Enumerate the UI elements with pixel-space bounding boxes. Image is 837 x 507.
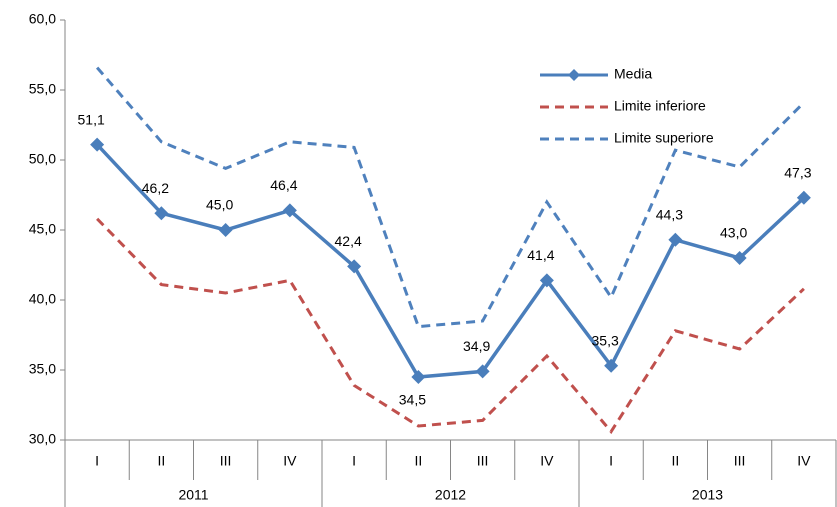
data-label: 42,4: [335, 233, 362, 249]
data-label: 45,0: [206, 197, 233, 213]
marker: [282, 203, 297, 218]
marker: [218, 223, 233, 237]
x-tick-label: I: [95, 453, 99, 469]
marker: [539, 273, 554, 288]
x-group-label: 2013: [692, 487, 723, 503]
x-tick-label: II: [671, 453, 679, 469]
data-label: 46,4: [270, 177, 297, 193]
x-tick-label: IV: [283, 453, 297, 469]
x-group-label: 2012: [435, 487, 466, 503]
marker: [90, 137, 105, 152]
marker: [732, 251, 747, 265]
marker: [475, 364, 490, 379]
x-tick-label: III: [734, 453, 746, 469]
data-label: 34,5: [399, 392, 426, 408]
x-tick-label: III: [220, 453, 232, 469]
y-tick-label: 30,0: [29, 431, 56, 447]
data-label: 41,4: [527, 247, 554, 263]
y-tick-label: 50,0: [29, 151, 56, 167]
marker: [411, 370, 426, 384]
series-line: [96, 217, 805, 435]
x-tick-label: II: [414, 453, 422, 469]
marker: [154, 206, 169, 221]
data-label: 51,1: [78, 111, 105, 127]
x-tick-label: IV: [540, 453, 554, 469]
data-label: 47,3: [784, 165, 811, 181]
x-tick-label: I: [609, 453, 613, 469]
x-tick-label: II: [157, 453, 165, 469]
y-tick-label: 40,0: [29, 291, 56, 307]
data-label: 35,3: [592, 333, 619, 349]
legend-label: Limite inferiore: [614, 98, 706, 114]
marker: [604, 358, 619, 373]
y-tick-label: 55,0: [29, 81, 56, 97]
marker: [347, 259, 362, 274]
series-line: [95, 143, 806, 379]
y-tick-label: 45,0: [29, 221, 56, 237]
y-tick-label: 35,0: [29, 361, 56, 377]
data-label: 44,3: [656, 207, 683, 223]
series-line: [95, 66, 805, 329]
y-tick-label: 60,0: [29, 11, 56, 27]
data-label: 43,0: [720, 225, 747, 241]
data-label: 34,9: [463, 338, 490, 354]
data-label: 46,2: [142, 180, 169, 196]
x-tick-label: III: [477, 453, 489, 469]
legend-label: Media: [614, 66, 652, 82]
x-group-label: 2011: [178, 487, 208, 503]
x-tick-label: I: [352, 453, 356, 469]
legend-label: Limite superiore: [614, 130, 714, 146]
marker: [796, 190, 811, 205]
legend-marker: [568, 69, 580, 81]
x-tick-label: IV: [797, 453, 811, 469]
marker: [668, 232, 683, 247]
